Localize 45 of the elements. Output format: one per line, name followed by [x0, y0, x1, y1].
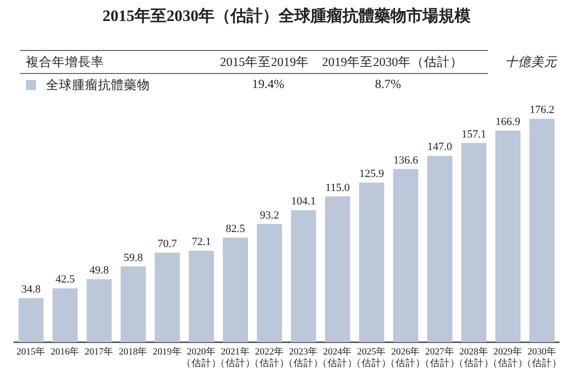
data-label: 125.9: [359, 168, 385, 180]
data-label: 59.8: [124, 252, 144, 264]
bar: [325, 196, 350, 342]
x-tick-label: 2019年: [152, 345, 182, 358]
x-tick-label: 2018年: [118, 345, 148, 358]
chart-title: 2015年至2030年（估計）全球腫瘤抗體藥物市場規模: [102, 6, 472, 27]
text: 複合年增長率: [26, 54, 104, 71]
bar: [86, 279, 112, 342]
legend-label: 全球腫瘤抗體藥物: [45, 77, 150, 94]
data-label: 49.8: [90, 264, 110, 276]
data-label: 166.9: [496, 116, 521, 128]
data-label: 176.2: [530, 104, 554, 116]
bar: [120, 266, 146, 342]
data-label: 115.0: [325, 182, 350, 194]
text: 2019年至2030年（估計）: [322, 54, 463, 71]
bar: [427, 156, 452, 342]
x-tick-label: 2017年: [84, 345, 114, 358]
bar: [393, 169, 418, 342]
bar: [188, 250, 214, 342]
bar: [529, 118, 555, 342]
bar: [290, 210, 316, 342]
data-label: 72.1: [192, 236, 211, 248]
data-label: 104.1: [291, 196, 316, 208]
data-label: 157.1: [461, 128, 486, 140]
text: 8.7%: [375, 77, 402, 92]
data-label: 82.5: [226, 223, 246, 235]
data-label: 70.7: [158, 238, 178, 250]
bar: [222, 238, 248, 342]
bar: [154, 252, 180, 342]
bar: [461, 143, 486, 342]
x-tick-label: 2016年: [50, 345, 80, 358]
data-label: 93.2: [260, 209, 280, 222]
x-tick-label: 2015年: [16, 345, 46, 358]
bar: [495, 130, 520, 342]
text: 2015年至2019年: [220, 54, 309, 71]
bar: [256, 224, 282, 342]
data-label: 136.6: [393, 154, 419, 166]
bar: [359, 182, 384, 342]
y-axis-title: 十億美元: [505, 54, 557, 71]
data-label: 42.5: [55, 274, 76, 286]
data-label: 147.0: [427, 141, 453, 154]
data-label: 34.8: [21, 283, 42, 296]
bar: [18, 298, 44, 342]
text: 19.4%: [252, 77, 284, 92]
bar: [52, 288, 78, 342]
